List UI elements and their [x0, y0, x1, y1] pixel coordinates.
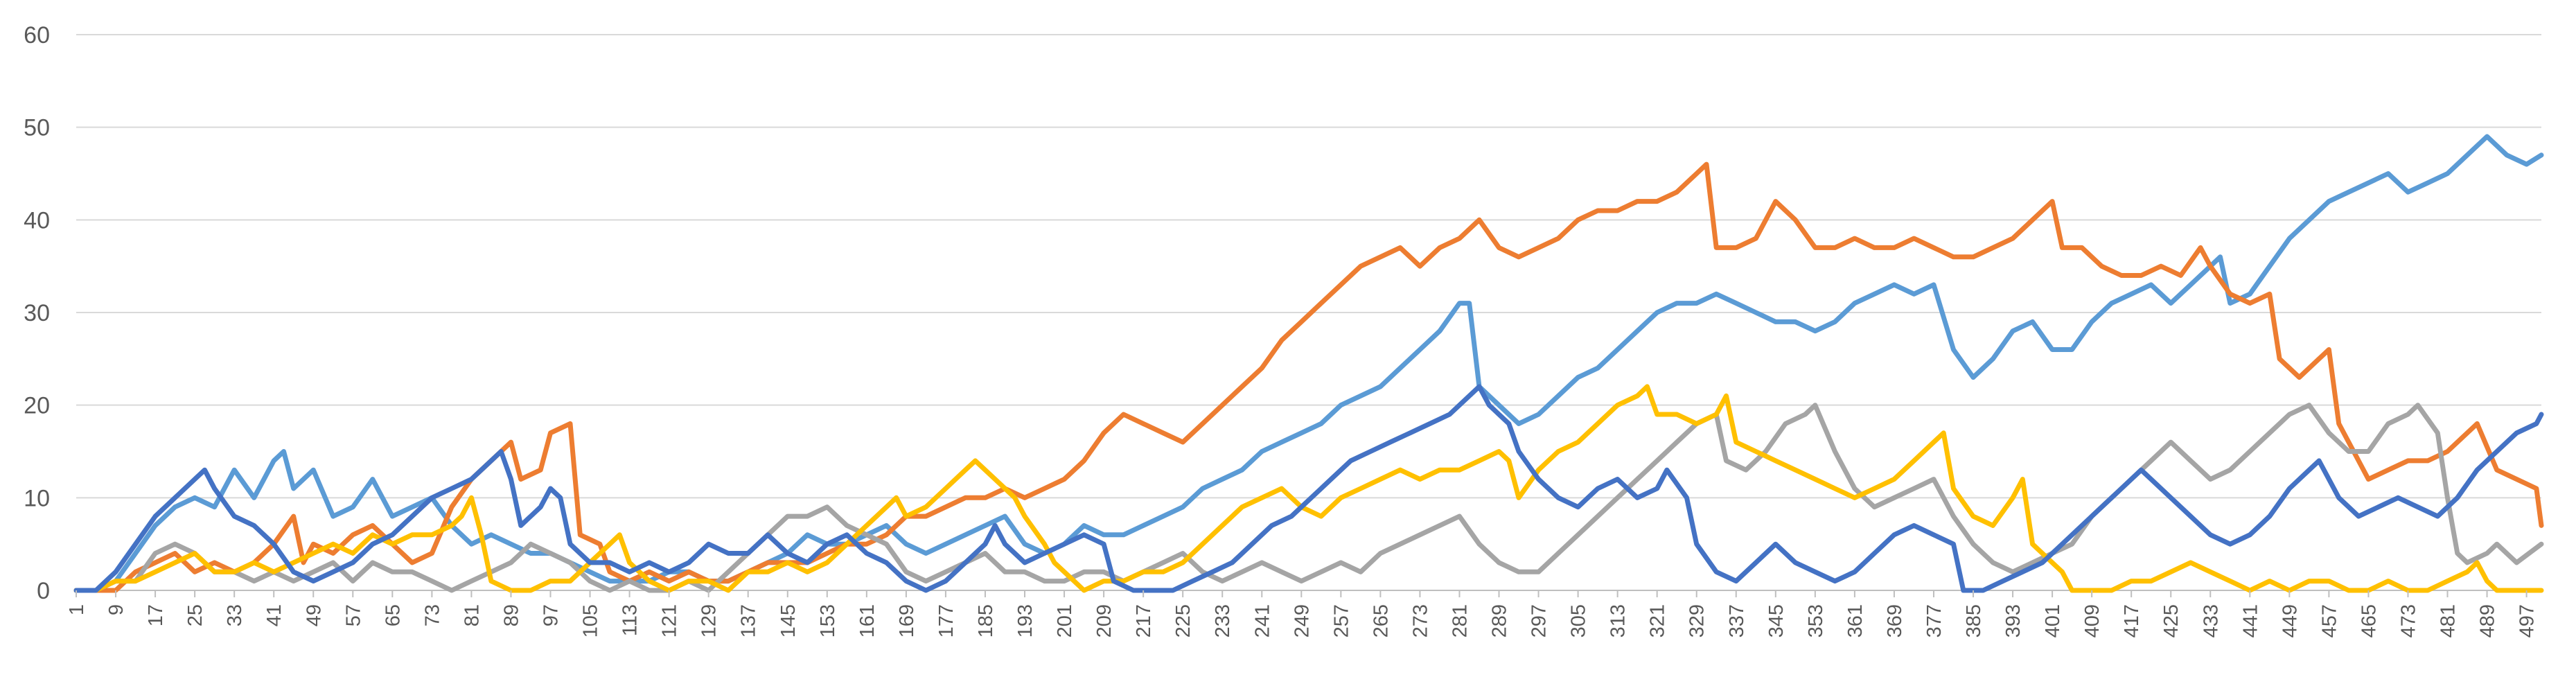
x-tick-label: 113 [619, 604, 642, 636]
series-line-3 [73, 403, 2544, 593]
x-tick-label: 353 [1805, 604, 1827, 638]
x-tick-label: 105 [580, 604, 602, 638]
x-tick-label: 321 [1647, 604, 1669, 638]
y-tick-label: 30 [24, 300, 50, 326]
x-tick-label: 305 [1568, 604, 1590, 638]
x-tick-label: 385 [1963, 604, 1985, 638]
x-tick-label: 209 [1093, 604, 1115, 638]
x-tick-label: 473 [2397, 604, 2419, 638]
x-tick-label: 129 [698, 604, 721, 638]
x-tick-label: 465 [2358, 604, 2380, 638]
x-tick-label: 313 [1607, 604, 1630, 638]
x-tick-label: 153 [817, 604, 839, 638]
x-tick-label: 337 [1726, 604, 1748, 638]
x-tick-label: 145 [777, 604, 800, 638]
y-tick-label: 60 [24, 22, 50, 49]
series-line-5 [73, 384, 2544, 593]
x-tick-label: 433 [2200, 604, 2222, 638]
x-tick-label: 417 [2121, 604, 2143, 638]
series-line-1 [73, 134, 2544, 593]
x-tick-label: 489 [2477, 604, 2499, 638]
x-tick-label: 441 [2239, 604, 2261, 638]
series-line-4 [73, 384, 2544, 593]
x-tick-label: 393 [2002, 604, 2024, 638]
x-tick-label: 41 [263, 604, 285, 626]
x-tick-label: 185 [975, 604, 997, 638]
x-tick-label: 73 [421, 604, 443, 626]
x-tick-label: 497 [2516, 604, 2539, 638]
x-tick-label: 9 [105, 604, 127, 615]
x-tick-label: 425 [2160, 604, 2182, 638]
x-tick-label: 97 [540, 604, 563, 626]
x-tick-label: 233 [1212, 604, 1234, 638]
x-axis: 1 9 17 25 33 41 49 57 65 73 81 89 97 105 113 121 129 137 1… [66, 590, 2539, 638]
x-tick-label: 481 [2437, 604, 2460, 638]
x-tick-label: 449 [2279, 604, 2301, 638]
x-tick-label: 273 [1409, 604, 1431, 638]
x-tick-label: 369 [1884, 604, 1906, 638]
x-tick-label: 457 [2318, 604, 2340, 638]
x-tick-label: 17 [145, 604, 167, 626]
x-tick-label: 281 [1449, 604, 1471, 638]
x-tick-label: 161 [856, 604, 879, 638]
y-tick-label: 40 [24, 207, 50, 234]
x-tick-label: 241 [1251, 604, 1273, 638]
x-tick-label: 265 [1370, 604, 1392, 638]
x-tick-label: 89 [500, 604, 522, 626]
x-tick-label: 65 [382, 604, 404, 626]
series-lines [73, 134, 2544, 593]
x-tick-label: 401 [2042, 604, 2064, 638]
x-tick-label: 177 [935, 604, 958, 638]
x-tick-label: 225 [1172, 604, 1194, 638]
x-tick-label: 25 [184, 604, 206, 626]
x-tick-label: 201 [1054, 604, 1076, 638]
x-tick-label: 361 [1844, 604, 1867, 638]
x-tick-label: 297 [1528, 604, 1551, 638]
x-tick-label: 137 [738, 604, 760, 638]
x-tick-label: 217 [1133, 604, 1155, 638]
x-tick-label: 249 [1291, 604, 1313, 638]
x-tick-label: 169 [896, 604, 918, 638]
x-tick-label: 1 [66, 604, 88, 615]
x-tick-label: 289 [1489, 604, 1511, 638]
y-tick-label: 0 [37, 578, 50, 604]
x-tick-label: 33 [224, 604, 246, 626]
x-tick-label: 409 [2081, 604, 2103, 638]
x-tick-label: 329 [1686, 604, 1709, 638]
x-tick-label: 345 [1765, 604, 1788, 638]
x-tick-label: 49 [303, 604, 325, 626]
x-tick-label: 121 [659, 604, 681, 638]
y-axis: 0 10 20 30 40 50 60 [24, 22, 50, 604]
x-tick-label: 81 [461, 604, 483, 626]
x-tick-label: 193 [1014, 604, 1036, 638]
y-tick-label: 10 [24, 485, 50, 511]
x-tick-label: 377 [1923, 604, 1946, 638]
x-tick-label: 57 [342, 604, 364, 626]
x-tick-label: 257 [1330, 604, 1352, 638]
y-tick-label: 20 [24, 393, 50, 419]
y-tick-label: 50 [24, 115, 50, 141]
